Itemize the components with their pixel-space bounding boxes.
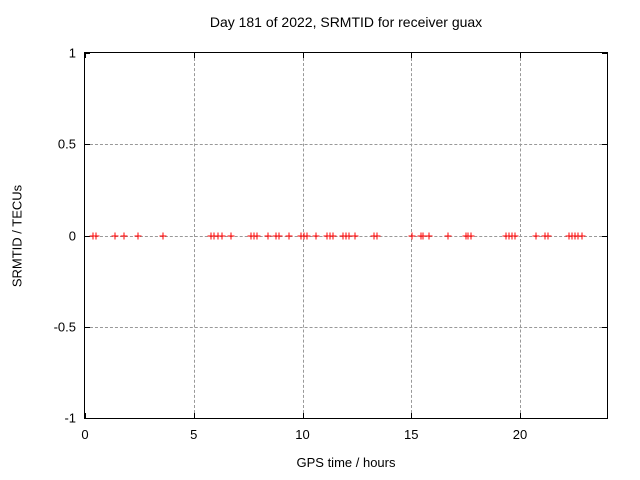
x-tick-mark [411,53,413,58]
data-point-marker [444,232,452,239]
x-tick-label: 15 [404,427,419,442]
data-point-marker [285,232,293,239]
x-tick-mark [302,53,304,58]
y-tick-mark [602,144,607,146]
data-point-marker [253,232,261,239]
data-point-marker [425,232,433,239]
data-point-marker [159,232,167,239]
data-point-marker [210,232,218,239]
x-tick-mark [520,53,521,58]
data-point-marker [544,232,552,239]
data-point-marker [408,232,416,239]
x-tick-mark [193,53,195,58]
plot-area [84,52,608,419]
data-point-marker [134,232,142,239]
data-point-marker [275,232,283,239]
data-point-marker [264,232,272,239]
data-point-marker [351,232,359,239]
y-tick-label: 0.5 [57,136,76,152]
data-point-marker [227,232,235,239]
gridline-horizontal [85,326,607,328]
data-point-marker [373,232,381,239]
y-tick-mark [602,235,607,237]
data-point-marker [329,232,337,239]
y-tick-mark [85,235,90,237]
y-tick-mark [85,418,90,419]
data-point-marker [92,232,100,239]
chart-title: Day 181 of 2022, SRMTID for receiver gua… [209,14,483,30]
data-point-marker [111,232,119,239]
y-tick-label: -0.5 [53,319,76,335]
y-tick-mark [85,144,90,146]
x-tick-label: 0 [81,427,89,442]
x-tick-mark [193,413,195,418]
y-tick-mark [85,326,90,328]
x-tick-label: 20 [512,427,528,442]
x-tick-label: 5 [190,427,198,442]
data-point-marker [419,232,427,239]
y-tick-label: -1 [64,410,76,426]
y-tick-mark [85,53,90,54]
data-point-marker [214,232,222,239]
data-point-marker [467,232,475,239]
y-tick-mark [602,326,607,328]
data-point-marker [218,232,226,239]
y-tick-label: 1 [68,45,76,61]
gridline-horizontal [85,144,607,146]
y-tick-label: 0 [68,228,76,243]
data-point-marker [345,232,353,239]
x-tick-mark [520,413,521,418]
x-tick-mark [85,413,86,418]
data-point-marker [578,232,586,239]
y-tick-mark [602,53,607,54]
data-point-marker [312,232,320,239]
data-point-marker [120,232,128,239]
data-point-marker [303,232,311,239]
x-tick-mark [302,413,304,418]
x-axis-label: GPS time / hours [296,455,396,470]
y-tick-mark [602,418,607,419]
x-tick-label: 10 [295,427,310,442]
data-point-marker [532,232,540,239]
x-tick-mark [85,53,86,58]
data-point-marker [511,232,519,239]
x-tick-mark [411,413,413,418]
